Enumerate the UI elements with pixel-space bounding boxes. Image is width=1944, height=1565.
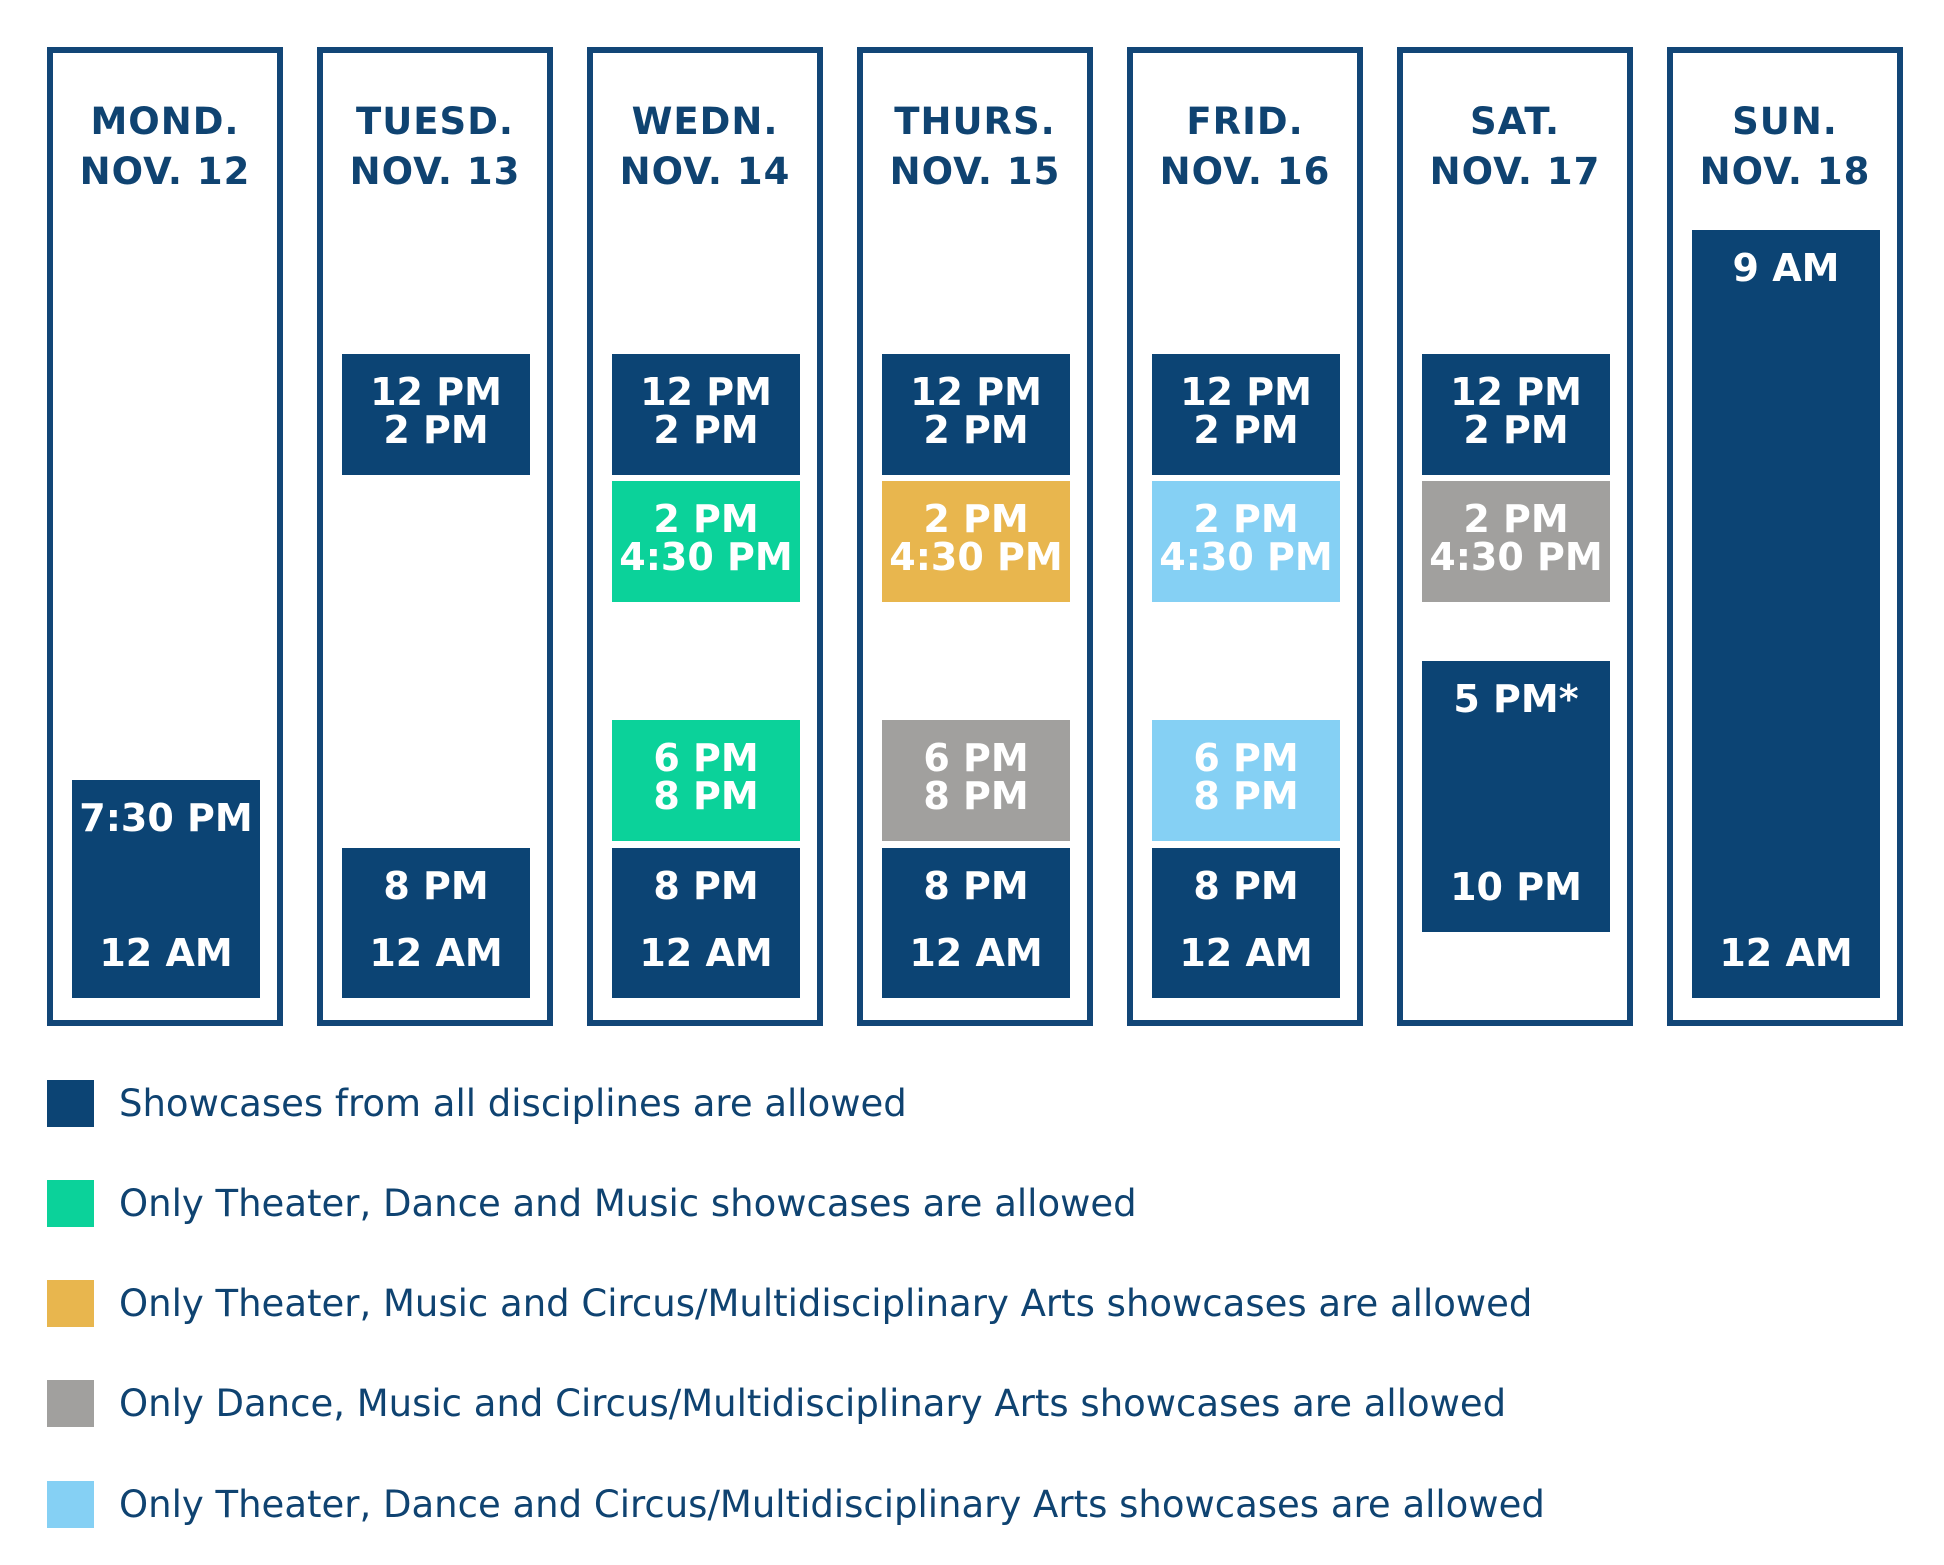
- slot-start-time: 12 PM: [1180, 370, 1312, 414]
- slot-end-time: 12 AM: [1179, 931, 1313, 975]
- time-slot: 12 PM 2 PM: [1422, 354, 1610, 475]
- time-slot: 8 PM 12 AM: [342, 848, 530, 998]
- day-header: SUN. NOV. 18: [1673, 97, 1897, 197]
- day-header: WEDN. NOV. 14: [593, 97, 817, 197]
- slot-end-time: 10 PM: [1450, 865, 1582, 909]
- slot-start-time: 6 PM: [923, 736, 1029, 780]
- time-slot: 12 PM 2 PM: [612, 354, 800, 475]
- time-slot: 12 PM 2 PM: [1152, 354, 1340, 475]
- time-slot: 9 AM 12 AM: [1692, 230, 1880, 998]
- legend-label: Only Theater, Dance and Music showcases …: [119, 1182, 1137, 1225]
- day-header: FRID. NOV. 16: [1133, 97, 1357, 197]
- time-slot: 12 PM 2 PM: [882, 354, 1070, 475]
- legend-swatch: [47, 1280, 94, 1327]
- slot-end-time: 2 PM: [383, 408, 489, 452]
- day-name: SAT.: [1469, 100, 1561, 143]
- slot-start-time: 6 PM: [653, 736, 759, 780]
- legend-label: Only Theater, Music and Circus/Multidisc…: [119, 1282, 1533, 1325]
- day-name: THURS.: [894, 100, 1056, 143]
- time-slot: 7:30 PM 12 AM: [72, 780, 260, 998]
- day-header: THURS. NOV. 15: [863, 97, 1087, 197]
- slot-end-time: 4:30 PM: [619, 535, 793, 579]
- slot-start-time: 12 PM: [1450, 370, 1582, 414]
- slot-end-time: 8 PM: [923, 774, 1029, 818]
- legend-label: Only Dance, Music and Circus/Multidiscip…: [119, 1382, 1507, 1425]
- slot-end-time: 8 PM: [1193, 774, 1299, 818]
- time-slot: 2 PM 4:30 PM: [612, 481, 800, 602]
- time-slot: 2 PM 4:30 PM: [1422, 481, 1610, 602]
- slot-end-time: 12 AM: [99, 931, 233, 975]
- day-header: TUESD. NOV. 13: [323, 97, 547, 197]
- time-slot: 5 PM* 10 PM: [1422, 661, 1610, 932]
- slot-start-time: 2 PM: [923, 497, 1029, 541]
- slot-end-time: 2 PM: [1463, 408, 1569, 452]
- time-slot: 6 PM 8 PM: [1152, 720, 1340, 841]
- slot-end-time: 12 AM: [369, 931, 503, 975]
- slot-end-time: 4:30 PM: [1159, 535, 1333, 579]
- slot-end-time: 2 PM: [1193, 408, 1299, 452]
- day-date: NOV. 15: [889, 150, 1061, 193]
- legend-label: Only Theater, Dance and Circus/Multidisc…: [119, 1483, 1545, 1526]
- day-name: SUN.: [1732, 100, 1838, 143]
- slot-start-time: 8 PM: [383, 864, 489, 908]
- time-slot: 2 PM 4:30 PM: [1152, 481, 1340, 602]
- day-name: FRID.: [1186, 100, 1304, 143]
- slot-end-time: 8 PM: [653, 774, 759, 818]
- legend-label: Showcases from all disciplines are allow…: [119, 1082, 907, 1125]
- slot-end-time: 12 AM: [909, 931, 1043, 975]
- slot-start-time: 8 PM: [1193, 864, 1299, 908]
- slot-start-time: 12 PM: [910, 370, 1042, 414]
- slot-end-time: 2 PM: [653, 408, 759, 452]
- time-slot: 6 PM 8 PM: [882, 720, 1070, 841]
- day-date: NOV. 14: [619, 150, 791, 193]
- day-date: NOV. 16: [1159, 150, 1331, 193]
- slot-end-time: 4:30 PM: [1429, 535, 1603, 579]
- slot-start-time: 8 PM: [653, 864, 759, 908]
- day-name: TUESD.: [356, 100, 514, 143]
- day-name: MOND.: [90, 100, 240, 143]
- slot-start-time: 2 PM: [1193, 497, 1299, 541]
- time-slot: 8 PM 12 AM: [612, 848, 800, 998]
- legend-swatch: [47, 1380, 94, 1427]
- legend-swatch: [47, 1180, 94, 1227]
- slot-start-time: 12 PM: [370, 370, 502, 414]
- day-date: NOV. 13: [349, 150, 521, 193]
- slot-start-time: 7:30 PM: [79, 796, 253, 840]
- slot-end-time: 4:30 PM: [889, 535, 1063, 579]
- day-date: NOV. 18: [1699, 150, 1871, 193]
- day-date: NOV. 17: [1429, 150, 1601, 193]
- day-header: MOND. NOV. 12: [53, 97, 277, 197]
- day-header: SAT. NOV. 17: [1403, 97, 1627, 197]
- slot-end-time: 2 PM: [923, 408, 1029, 452]
- slot-start-time: 12 PM: [640, 370, 772, 414]
- slot-start-time: 8 PM: [923, 864, 1029, 908]
- slot-start-time: 9 AM: [1732, 246, 1840, 290]
- legend-swatch: [47, 1481, 94, 1528]
- slot-start-time: 5 PM*: [1453, 677, 1579, 721]
- slot-start-time: 2 PM: [1463, 497, 1569, 541]
- time-slot: 8 PM 12 AM: [882, 848, 1070, 998]
- slot-start-time: 6 PM: [1193, 736, 1299, 780]
- slot-end-time: 12 AM: [1719, 931, 1853, 975]
- day-date: NOV. 12: [79, 150, 251, 193]
- time-slot: 12 PM 2 PM: [342, 354, 530, 475]
- day-name: WEDN.: [631, 100, 779, 143]
- slot-end-time: 12 AM: [639, 931, 773, 975]
- time-slot: 6 PM 8 PM: [612, 720, 800, 841]
- time-slot: 8 PM 12 AM: [1152, 848, 1340, 998]
- slot-start-time: 2 PM: [653, 497, 759, 541]
- time-slot: 2 PM 4:30 PM: [882, 481, 1070, 602]
- legend-swatch: [47, 1080, 94, 1127]
